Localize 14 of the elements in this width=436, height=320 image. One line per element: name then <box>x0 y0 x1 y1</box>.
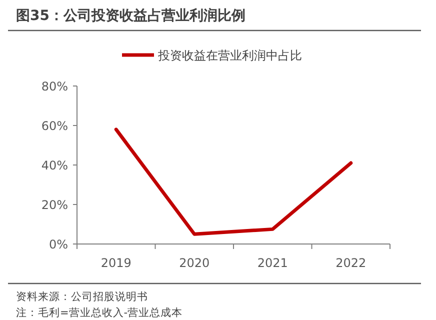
text: 注：毛利=营业总收入-营业总成本 <box>16 306 183 319</box>
y-tick-label: 60% <box>41 119 68 133</box>
line-series <box>114 128 353 236</box>
legend-label: 投资收益在营业利润中占比 <box>157 48 302 62</box>
x-tick-label: 2019 <box>100 256 132 270</box>
y-tick-label: 20% <box>41 198 68 212</box>
text: 资料来源：公司招股说明书 <box>16 290 148 303</box>
x-tick-label: 2022 <box>336 256 366 270</box>
y-tick-label: 80% <box>41 80 68 94</box>
x-tick-label: 2021 <box>257 256 288 270</box>
x-tick-label: 2020 <box>179 256 210 270</box>
chart-title: 图35：公司投资收益占营业利润比例 <box>16 7 246 24</box>
y-tick-label: 0% <box>48 238 68 252</box>
y-tick-label: 40% <box>41 158 68 172</box>
